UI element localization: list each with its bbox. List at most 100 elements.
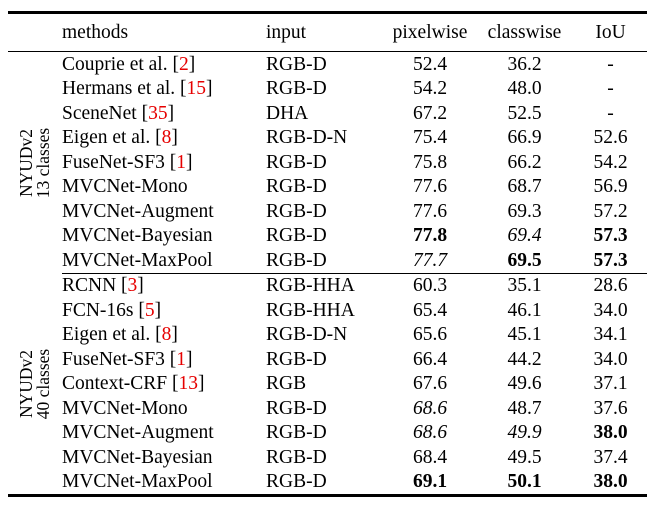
input-cell: DHA [266, 102, 309, 124]
iou-cell: 38.0 [593, 471, 628, 492]
iou-cell: 54.2 [593, 151, 628, 173]
pixelwise-cell: 68.4 [412, 446, 448, 468]
classwise-cell: 69.3 [507, 200, 542, 222]
input-cell: RGB-D [266, 348, 327, 370]
col-header-iou: IoU [574, 12, 647, 52]
citation-ref[interactable]: 2 [178, 53, 189, 75]
table-row: MVCNet-MaxPool RGB-D 69.1 50.1 38.0 [8, 470, 647, 496]
classwise-cell: 50.1 [507, 471, 542, 492]
iou-cell: - [607, 102, 614, 124]
table-row: FuseNet-SF3 [1] RGB-D 75.8 66.2 54.2 [8, 150, 647, 175]
pixelwise-cell: 67.6 [412, 373, 448, 394]
iou-cell: 57.2 [593, 200, 628, 222]
table-row: NYUDv2 13 classes Couprie et al. [2] RGB-D 5… [8, 52, 647, 197]
citation-ref[interactable]: 1 [176, 151, 187, 173]
classwise-cell: 49.5 [507, 446, 542, 468]
pixelwise-cell: 54.2 [412, 78, 448, 99]
pixelwise-cell: 77.6 [412, 200, 448, 222]
citation-ref[interactable]: 8 [161, 127, 172, 148]
citation-ref[interactable]: 5 [144, 299, 155, 321]
classwise-cell: 48.0 [507, 78, 542, 99]
header-spacer [8, 12, 62, 52]
col-header-classwise: classwise [475, 12, 574, 52]
table-row: Eigen et al. [8] RGB-D-N 75.4 66.9 52.6 [8, 126, 647, 151]
input-cell: RGB-D [266, 53, 327, 75]
input-cell: RGB-D [266, 471, 327, 492]
citation-ref[interactable]: 8 [161, 324, 172, 345]
classwise-cell: 69.5 [507, 249, 542, 271]
method-cell: MVCNet-Mono [62, 397, 188, 419]
iou-cell: 34.1 [593, 324, 628, 345]
input-cell: RGB-D [266, 78, 327, 99]
pixelwise-cell: 69.1 [412, 471, 448, 492]
col-header-input: input [266, 12, 385, 52]
table-row: SceneNet [35] DHA 67.2 52.5 - [8, 101, 647, 126]
pixelwise-cell: 68.6 [412, 422, 448, 443]
table-row: Eigen et al. [8] RGB-D-N 65.6 45.1 34.1 [8, 323, 647, 348]
method-cell: FuseNet-SF3 [1] [62, 151, 193, 173]
pixelwise-cell: 77.6 [412, 176, 448, 197]
input-cell: RGB [266, 373, 307, 394]
input-cell: RGB-HHA [266, 272, 385, 298]
table-row: MVCNet-Augment RGB-D 77.6 69.3 57.2 [8, 199, 647, 224]
method-cell: MVCNet-Bayesian [62, 225, 213, 246]
row-group-label-line: 40 classes [33, 348, 53, 419]
pixelwise-cell: 65.4 [412, 299, 448, 321]
citation-ref[interactable]: 35 [148, 102, 168, 124]
row-group-label: NYUDv2 40 classes [16, 348, 53, 419]
classwise-cell: 52.5 [507, 102, 542, 124]
col-header-methods: methods [62, 12, 266, 52]
iou-cell: 57.3 [593, 249, 628, 271]
table-row: MVCNet-MaxPool RGB-D 77.7 69.5 57.3 [8, 248, 647, 273]
pixelwise-cell: 77.8 [412, 225, 448, 246]
citation-ref[interactable]: 15 [186, 78, 207, 99]
table-row: NYUDv2 40 classes RCNN [3] RGB-HHA 60.3 35.1 2… [8, 272, 647, 419]
citation-ref[interactable]: 1 [176, 348, 187, 370]
iou-cell: - [607, 53, 614, 75]
method-cell: MVCNet-Augment [62, 200, 214, 222]
iou-cell: 56.9 [593, 176, 628, 197]
method-cell: FuseNet-SF3 [1] [62, 348, 193, 370]
classwise-cell: 69.4 [507, 225, 542, 246]
input-cell: RGB-D-N [266, 324, 348, 345]
iou-cell: 37.4 [593, 446, 628, 468]
table-row: FCN-16s [5] RGB-HHA 65.4 46.1 34.0 [8, 298, 647, 323]
table-row: MVCNet-Bayesian RGB-D 77.8 69.4 57.3 [8, 224, 647, 249]
input-cell: RGB-D [266, 422, 327, 443]
classwise-cell: 45.1 [507, 324, 542, 345]
classwise-cell: 68.7 [507, 176, 542, 197]
table-row: Hermans et al. [15] RGB-D 54.2 48.0 - [8, 77, 647, 102]
group-nyudv2-40-classes: NYUDv2 40 classes RCNN [3] RGB-HHA 60.3 35.1 2… [8, 272, 647, 496]
classwise-cell: 49.6 [507, 373, 542, 394]
iou-cell: 34.0 [593, 299, 628, 321]
pixelwise-cell: 67.2 [412, 102, 448, 124]
col-header-pixelwise: pixelwise [385, 12, 475, 52]
pixelwise-cell: 52.4 [412, 53, 448, 75]
pixelwise-cell: 75.4 [412, 127, 448, 148]
iou-cell: 38.0 [593, 422, 628, 443]
input-cell: RGB-D [266, 151, 327, 173]
input-cell: RGB-HHA [266, 299, 355, 321]
pixelwise-cell: 75.8 [412, 151, 448, 173]
pixelwise-cell: 77.7 [412, 249, 448, 271]
citation-ref[interactable]: 3 [127, 275, 138, 296]
classwise-cell: 66.9 [507, 127, 542, 148]
input-cell: RGB-D [266, 446, 327, 468]
method-cell: MVCNet-MaxPool [62, 249, 213, 271]
method-cell: FCN-16s [5] [62, 299, 162, 321]
iou-cell: 34.0 [593, 348, 628, 370]
classwise-cell: 46.1 [507, 299, 542, 321]
input-cell: RGB-D-N [266, 127, 348, 148]
citation-ref[interactable]: 13 [178, 373, 198, 394]
classwise-cell: 48.7 [507, 397, 542, 419]
row-group-label-cell: NYUDv2 13 classes [8, 52, 62, 274]
iou-cell: 37.1 [593, 373, 628, 394]
method-cell: MVCNet-Mono [62, 176, 188, 197]
table-row: FuseNet-SF3 [1] RGB-D 66.4 44.2 34.0 [8, 347, 647, 372]
input-cell: RGB-D [266, 225, 327, 246]
classwise-cell: 44.2 [507, 348, 542, 370]
classwise-cell: 36.2 [507, 53, 542, 75]
input-cell: RGB-D [266, 249, 327, 271]
iou-cell: 28.6 [574, 272, 647, 298]
